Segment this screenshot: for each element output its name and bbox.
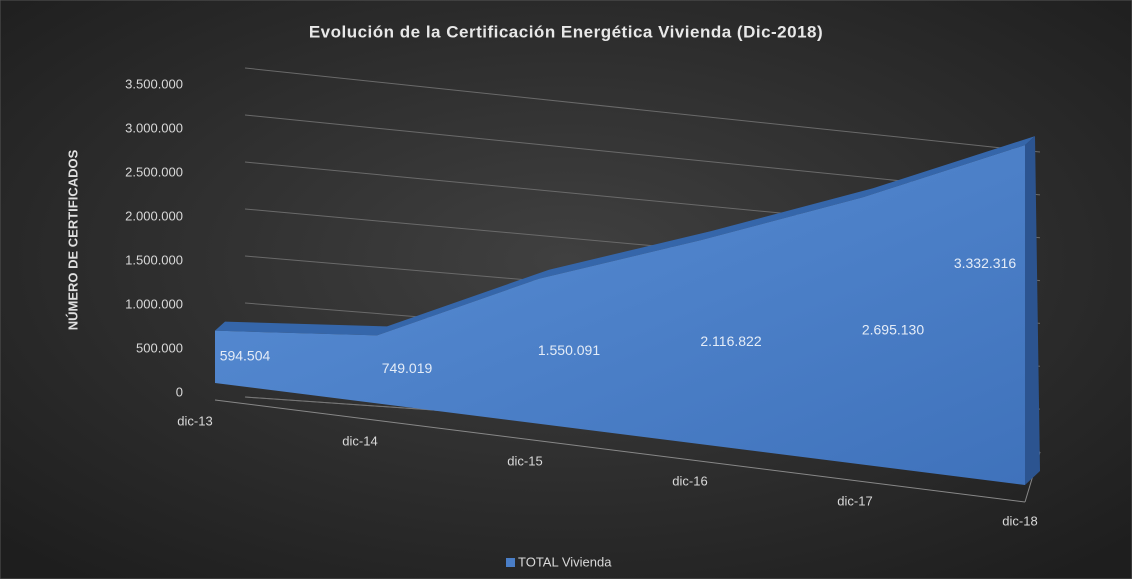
y-tick-label: 1.500.000 [125, 252, 183, 267]
floor-front [214, 399, 1026, 503]
value-label: 2.695.130 [862, 322, 924, 338]
area-side [1025, 136, 1040, 486]
x-tick-label: dic-16 [672, 473, 707, 488]
value-label: 749.019 [382, 360, 433, 376]
value-label: 3.332.316 [954, 255, 1016, 271]
area [215, 145, 1025, 486]
y-tick-label: 0 [176, 384, 183, 399]
value-label: 2.116.822 [700, 333, 761, 349]
y-tick-label: 3.500.000 [125, 76, 183, 91]
y-tick-label: 500.000 [136, 340, 183, 355]
y-tick-label: 2.500.000 [125, 164, 183, 179]
y-tick-label: 1.000.000 [125, 296, 183, 311]
y-tick-label: 2.000.000 [125, 208, 183, 223]
chart-title: Evolución de la Certificación Energética… [309, 22, 823, 41]
y-tick-label: 3.000.000 [125, 120, 183, 135]
y-axis-label: NÚMERO DE CERTIFICADOS [65, 149, 80, 330]
grid-line [244, 67, 1041, 153]
x-tick-label: dic-18 [1002, 513, 1037, 528]
x-tick-label: dic-15 [507, 453, 542, 468]
x-tick-label: dic-17 [837, 493, 872, 508]
x-tick-label: dic-14 [342, 433, 377, 448]
legend-label: TOTAL Vivienda [518, 554, 612, 569]
x-tick-label: dic-13 [177, 413, 212, 428]
value-label: 594.504 [220, 348, 271, 364]
value-label: 1.550.091 [538, 342, 600, 358]
legend-swatch [506, 558, 515, 567]
